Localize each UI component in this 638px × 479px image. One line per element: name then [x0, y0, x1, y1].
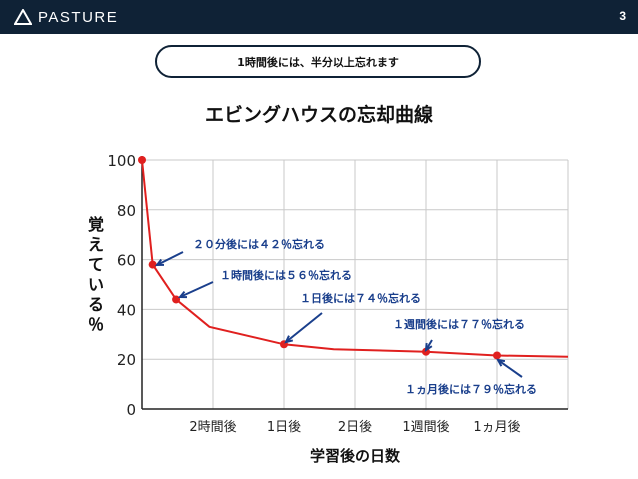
x-tick-label: 1週間後	[402, 420, 449, 435]
callout-box: 1時間後には、半分以上忘れます	[155, 45, 481, 78]
annotation-arrow	[285, 312, 323, 343]
chart-title: エビングハウスの忘却曲線	[204, 104, 433, 126]
x-tick-label: 1日後	[267, 420, 301, 435]
y-tick-label: 20	[117, 351, 136, 369]
annotation-arrowhead	[424, 342, 433, 352]
x-tick-label: 1ヵ月後	[473, 420, 520, 435]
annotation-label: １日後には７４％忘れる	[300, 291, 421, 305]
annotation-arrow	[179, 281, 214, 298]
data-point	[148, 260, 157, 269]
annotation-arrowhead	[154, 258, 165, 267]
annotation-label: ２０分後には４２％忘れる	[193, 237, 325, 251]
brand-logo[interactable]: PASTURE	[14, 8, 118, 26]
triangle-logo-icon	[14, 9, 32, 25]
x-axis-label: 学習後の日数	[310, 447, 401, 465]
y-tick-label: 100	[107, 152, 136, 170]
annotation-arrow	[497, 359, 523, 378]
annotation-arrowhead	[496, 358, 506, 367]
annotation-arrow	[156, 251, 184, 266]
x-tick-label: 2日後	[338, 420, 372, 435]
annotation-label: １ヵ月後には７９％忘れる	[405, 382, 537, 396]
y-tick-label: 80	[117, 202, 136, 220]
y-tick-label: 60	[117, 252, 136, 270]
page-number: 3	[619, 9, 626, 23]
annotation-label: １週間後には７７％忘れる	[393, 317, 525, 331]
annotation-arrowhead	[177, 290, 188, 299]
top-bar: PASTURE 3	[0, 0, 638, 34]
brand-name: PASTURE	[38, 8, 119, 26]
data-point	[172, 295, 181, 304]
y-tick-label: 40	[117, 301, 136, 319]
y-tick-label: 0	[126, 401, 136, 419]
annotation-arrowhead	[284, 335, 294, 344]
callout-text: 1時間後には、半分以上忘れます	[237, 55, 399, 69]
data-point	[493, 351, 501, 360]
y-axis-label: 覚えている％	[88, 215, 104, 334]
x-tick-label: 2時間後	[189, 420, 236, 435]
data-point	[138, 156, 146, 164]
annotation-label: １時間後には５６％忘れる	[220, 268, 352, 282]
